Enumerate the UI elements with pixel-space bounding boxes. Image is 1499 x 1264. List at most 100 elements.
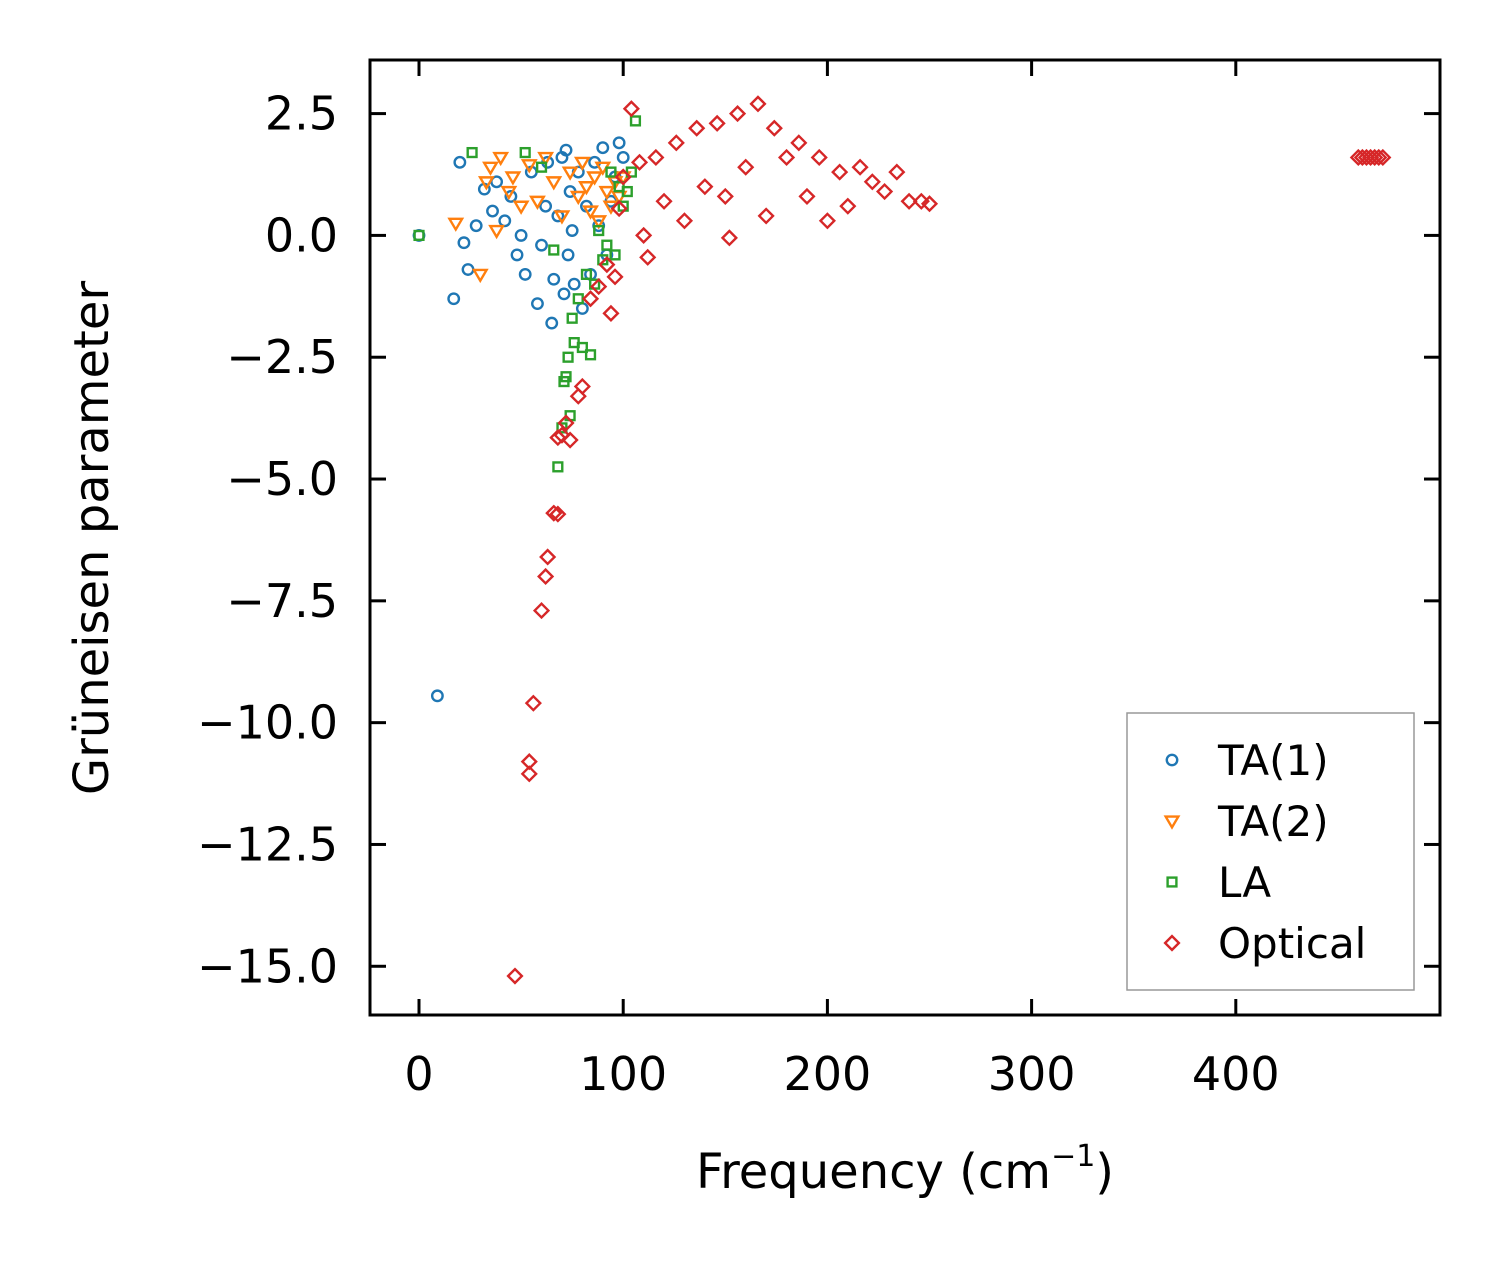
y-tick-label: 2.5 xyxy=(265,87,338,141)
data-point xyxy=(545,176,563,191)
data-point xyxy=(524,694,542,712)
data-point xyxy=(492,151,510,167)
y-tick-label: −15.0 xyxy=(197,939,338,993)
data-point xyxy=(559,143,573,157)
data-point xyxy=(609,249,621,261)
data-point xyxy=(572,293,584,305)
data-point xyxy=(575,302,589,315)
data-point xyxy=(561,166,579,181)
legend-entry: TA(2) xyxy=(1163,797,1329,846)
data-point xyxy=(810,148,828,167)
y-tick-label: −10.0 xyxy=(197,696,338,750)
data-point xyxy=(500,185,518,201)
data-point xyxy=(553,210,571,225)
x-tick-label: 200 xyxy=(783,1047,871,1101)
data-point xyxy=(557,414,575,432)
data-point xyxy=(562,351,574,363)
data-point xyxy=(582,205,599,220)
data-point xyxy=(576,341,588,354)
data-point xyxy=(688,119,706,137)
data-point xyxy=(580,268,593,280)
data-point xyxy=(549,429,567,447)
legend-marker xyxy=(1165,753,1179,767)
data-point xyxy=(547,272,561,286)
legend-marker xyxy=(1163,934,1181,952)
data-point xyxy=(514,228,528,242)
data-point xyxy=(602,304,620,322)
axis-ticks: 0 100 200 300 400 2.5 0.0 −2.5 −5.0 −7.5 −10.0 −12.… xyxy=(197,60,1440,1101)
y-axis-title: Grüneisen parameter xyxy=(64,281,120,796)
data-point xyxy=(851,158,869,176)
data-point xyxy=(504,171,522,186)
data-point xyxy=(598,256,616,274)
y-tick-label: −5.0 xyxy=(226,452,338,506)
data-point xyxy=(716,187,734,206)
data-point xyxy=(818,212,836,230)
data-point xyxy=(457,236,471,250)
data-point xyxy=(461,263,475,276)
x-axis-title: Frequency (cm−1) xyxy=(696,1139,1114,1200)
data-point xyxy=(510,248,524,262)
legend-marker xyxy=(1166,876,1178,888)
data-point xyxy=(535,161,548,173)
x-axis-title-close: ) xyxy=(1095,1144,1114,1200)
data-point xyxy=(601,239,613,251)
data-point xyxy=(567,277,581,291)
data-point xyxy=(453,155,467,169)
data-point xyxy=(639,248,657,266)
data-point xyxy=(519,146,531,159)
data-point xyxy=(612,136,626,150)
data-point xyxy=(647,148,665,167)
legend-box xyxy=(1126,712,1415,991)
data-point xyxy=(565,224,579,237)
data-point xyxy=(482,161,499,176)
legend-entry: Optical xyxy=(1163,919,1366,968)
data-point xyxy=(606,268,624,286)
data-point xyxy=(553,426,571,444)
data-point xyxy=(586,171,604,186)
data-point xyxy=(573,377,591,396)
data-point xyxy=(625,166,637,178)
data-point xyxy=(506,967,524,985)
data-point xyxy=(655,192,673,210)
data-point xyxy=(539,199,553,213)
data-point xyxy=(537,151,555,167)
x-tick-label: 0 xyxy=(404,1047,433,1101)
series-la xyxy=(413,115,642,473)
x-tick-label: 400 xyxy=(1192,1047,1280,1101)
y-tick-label: −12.5 xyxy=(197,817,338,871)
data-point xyxy=(749,95,767,113)
data-point xyxy=(498,214,512,228)
x-axis-title-main: Frequency (cm xyxy=(696,1144,1051,1200)
legend-label: TA(2) xyxy=(1217,797,1329,846)
data-point xyxy=(532,602,551,620)
data-point xyxy=(696,178,714,196)
legend-label: LA xyxy=(1218,858,1271,907)
x-tick-label: 100 xyxy=(579,1047,667,1101)
data-point xyxy=(876,182,894,201)
data-point xyxy=(504,190,518,203)
data-point xyxy=(610,200,628,218)
data-point xyxy=(573,156,591,172)
data-point xyxy=(667,134,685,152)
data-point xyxy=(900,192,918,210)
data-point xyxy=(593,224,605,237)
data-point xyxy=(518,267,532,281)
data-point xyxy=(545,504,563,522)
data-point xyxy=(520,753,538,771)
data-point xyxy=(531,297,544,311)
data-point xyxy=(466,146,478,159)
legend-marker xyxy=(1163,815,1181,830)
data-point xyxy=(675,212,694,230)
data-point xyxy=(447,292,461,306)
data-point xyxy=(629,115,642,127)
data-point xyxy=(545,316,559,330)
legend-entry: LA xyxy=(1166,858,1271,907)
x-tick-label: 300 xyxy=(988,1047,1076,1101)
data-point xyxy=(413,229,425,242)
data-point xyxy=(539,548,557,566)
data-point xyxy=(471,268,489,284)
data-point xyxy=(430,689,444,703)
data-point xyxy=(535,238,548,252)
data-point xyxy=(447,217,465,232)
